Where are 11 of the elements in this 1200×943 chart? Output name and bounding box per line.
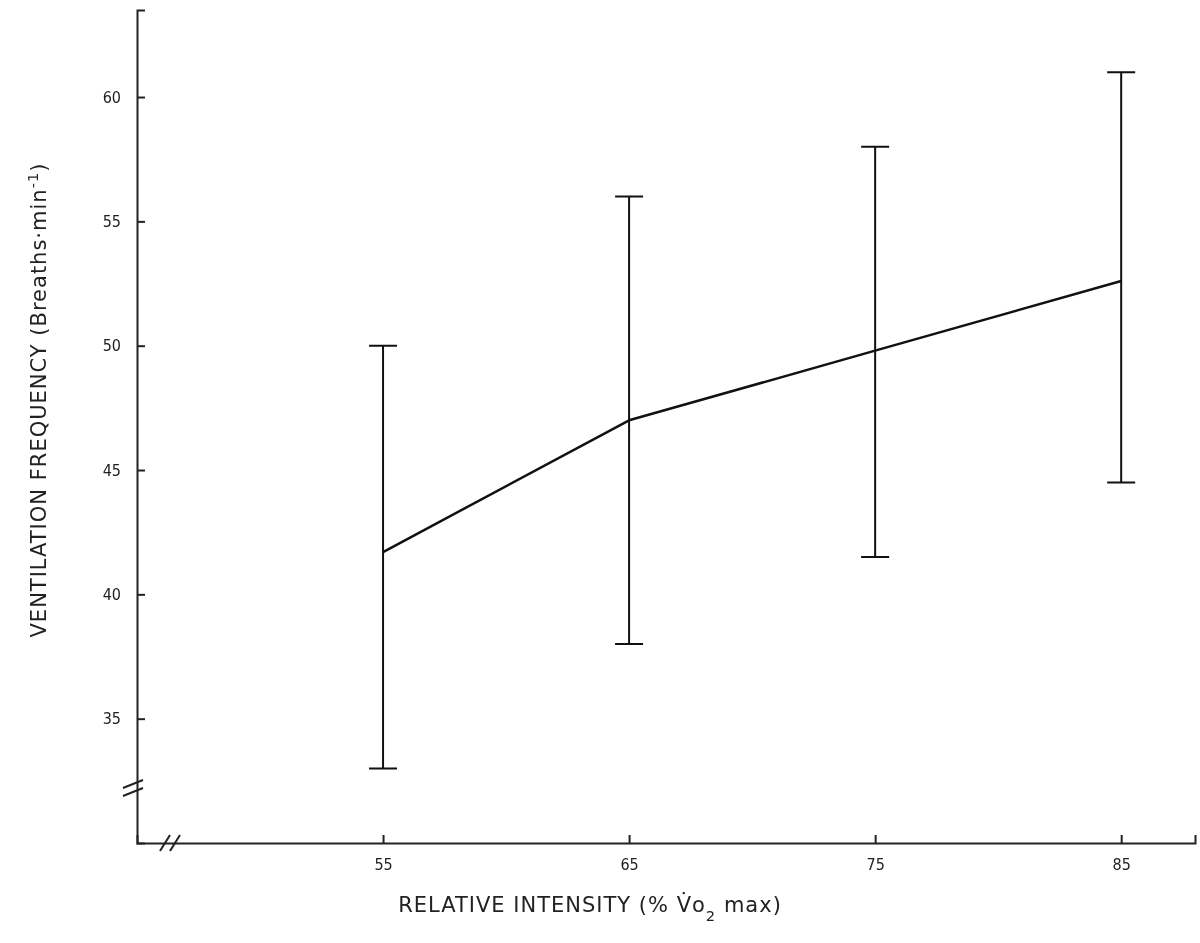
x-axis-title: RELATIVE INTENSITY (% V̇o$_{2}$ max) [398, 892, 782, 924]
y-tick-label: 40 [102, 584, 121, 604]
x-tick-label: 55 [374, 855, 393, 875]
y-tick-label: 35 [102, 709, 121, 729]
y-tick-label: 45 [102, 460, 121, 480]
y-tick-label: 50 [102, 336, 121, 356]
y-tick-label: 60 [102, 87, 121, 107]
x-tick-label: 85 [1112, 855, 1131, 875]
x-tick-label: 65 [620, 855, 639, 875]
y-tick-label: 55 [102, 211, 121, 231]
x-tick-label: 75 [866, 855, 885, 875]
